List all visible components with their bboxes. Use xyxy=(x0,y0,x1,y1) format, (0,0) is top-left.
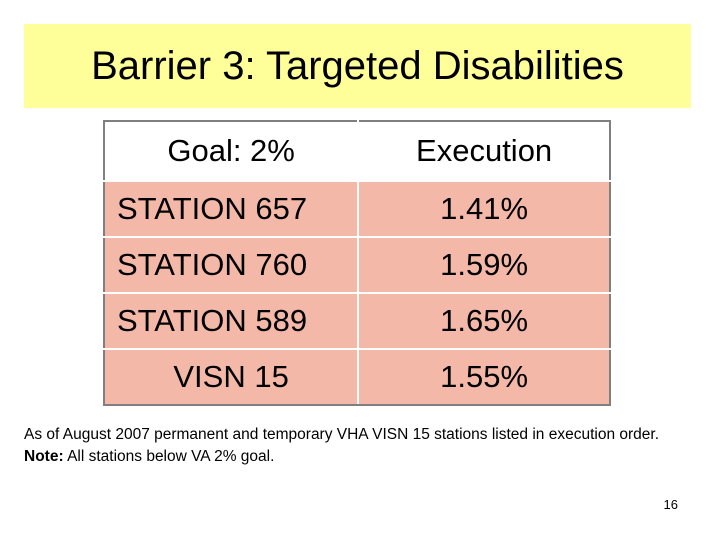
footnote: As of August 2007 permanent and temporar… xyxy=(24,424,664,468)
value-cell: 1.55% xyxy=(357,348,611,406)
page-number: 16 xyxy=(663,497,678,512)
station-cell: STATION 657 xyxy=(102,180,360,238)
footnote-note-text: All stations below VA 2% goal. xyxy=(67,448,275,465)
execution-header: Execution xyxy=(357,120,611,182)
table-row: VISN 15 1.55% xyxy=(102,348,611,406)
table-header-row: Goal: 2% Execution xyxy=(102,120,611,182)
footnote-note-label: Note: xyxy=(24,448,64,465)
table-row: STATION 760 1.59% xyxy=(102,236,611,294)
goal-header: Goal: 2% xyxy=(102,120,360,182)
value-cell: 1.65% xyxy=(357,292,611,350)
footnote-text: As of August 2007 permanent and temporar… xyxy=(24,426,660,443)
slide-title: Barrier 3: Targeted Disabilities xyxy=(91,43,624,88)
title-banner: Barrier 3: Targeted Disabilities xyxy=(24,24,691,108)
station-cell: STATION 760 xyxy=(102,236,360,294)
station-cell: VISN 15 xyxy=(102,348,360,406)
station-cell: STATION 589 xyxy=(102,292,360,350)
table-row: STATION 657 1.41% xyxy=(102,180,611,238)
value-cell: 1.59% xyxy=(357,236,611,294)
table-row: STATION 589 1.65% xyxy=(102,292,611,350)
disability-goal-table: Goal: 2% Execution STATION 657 1.41% STA… xyxy=(102,120,611,406)
value-cell: 1.41% xyxy=(357,180,611,238)
